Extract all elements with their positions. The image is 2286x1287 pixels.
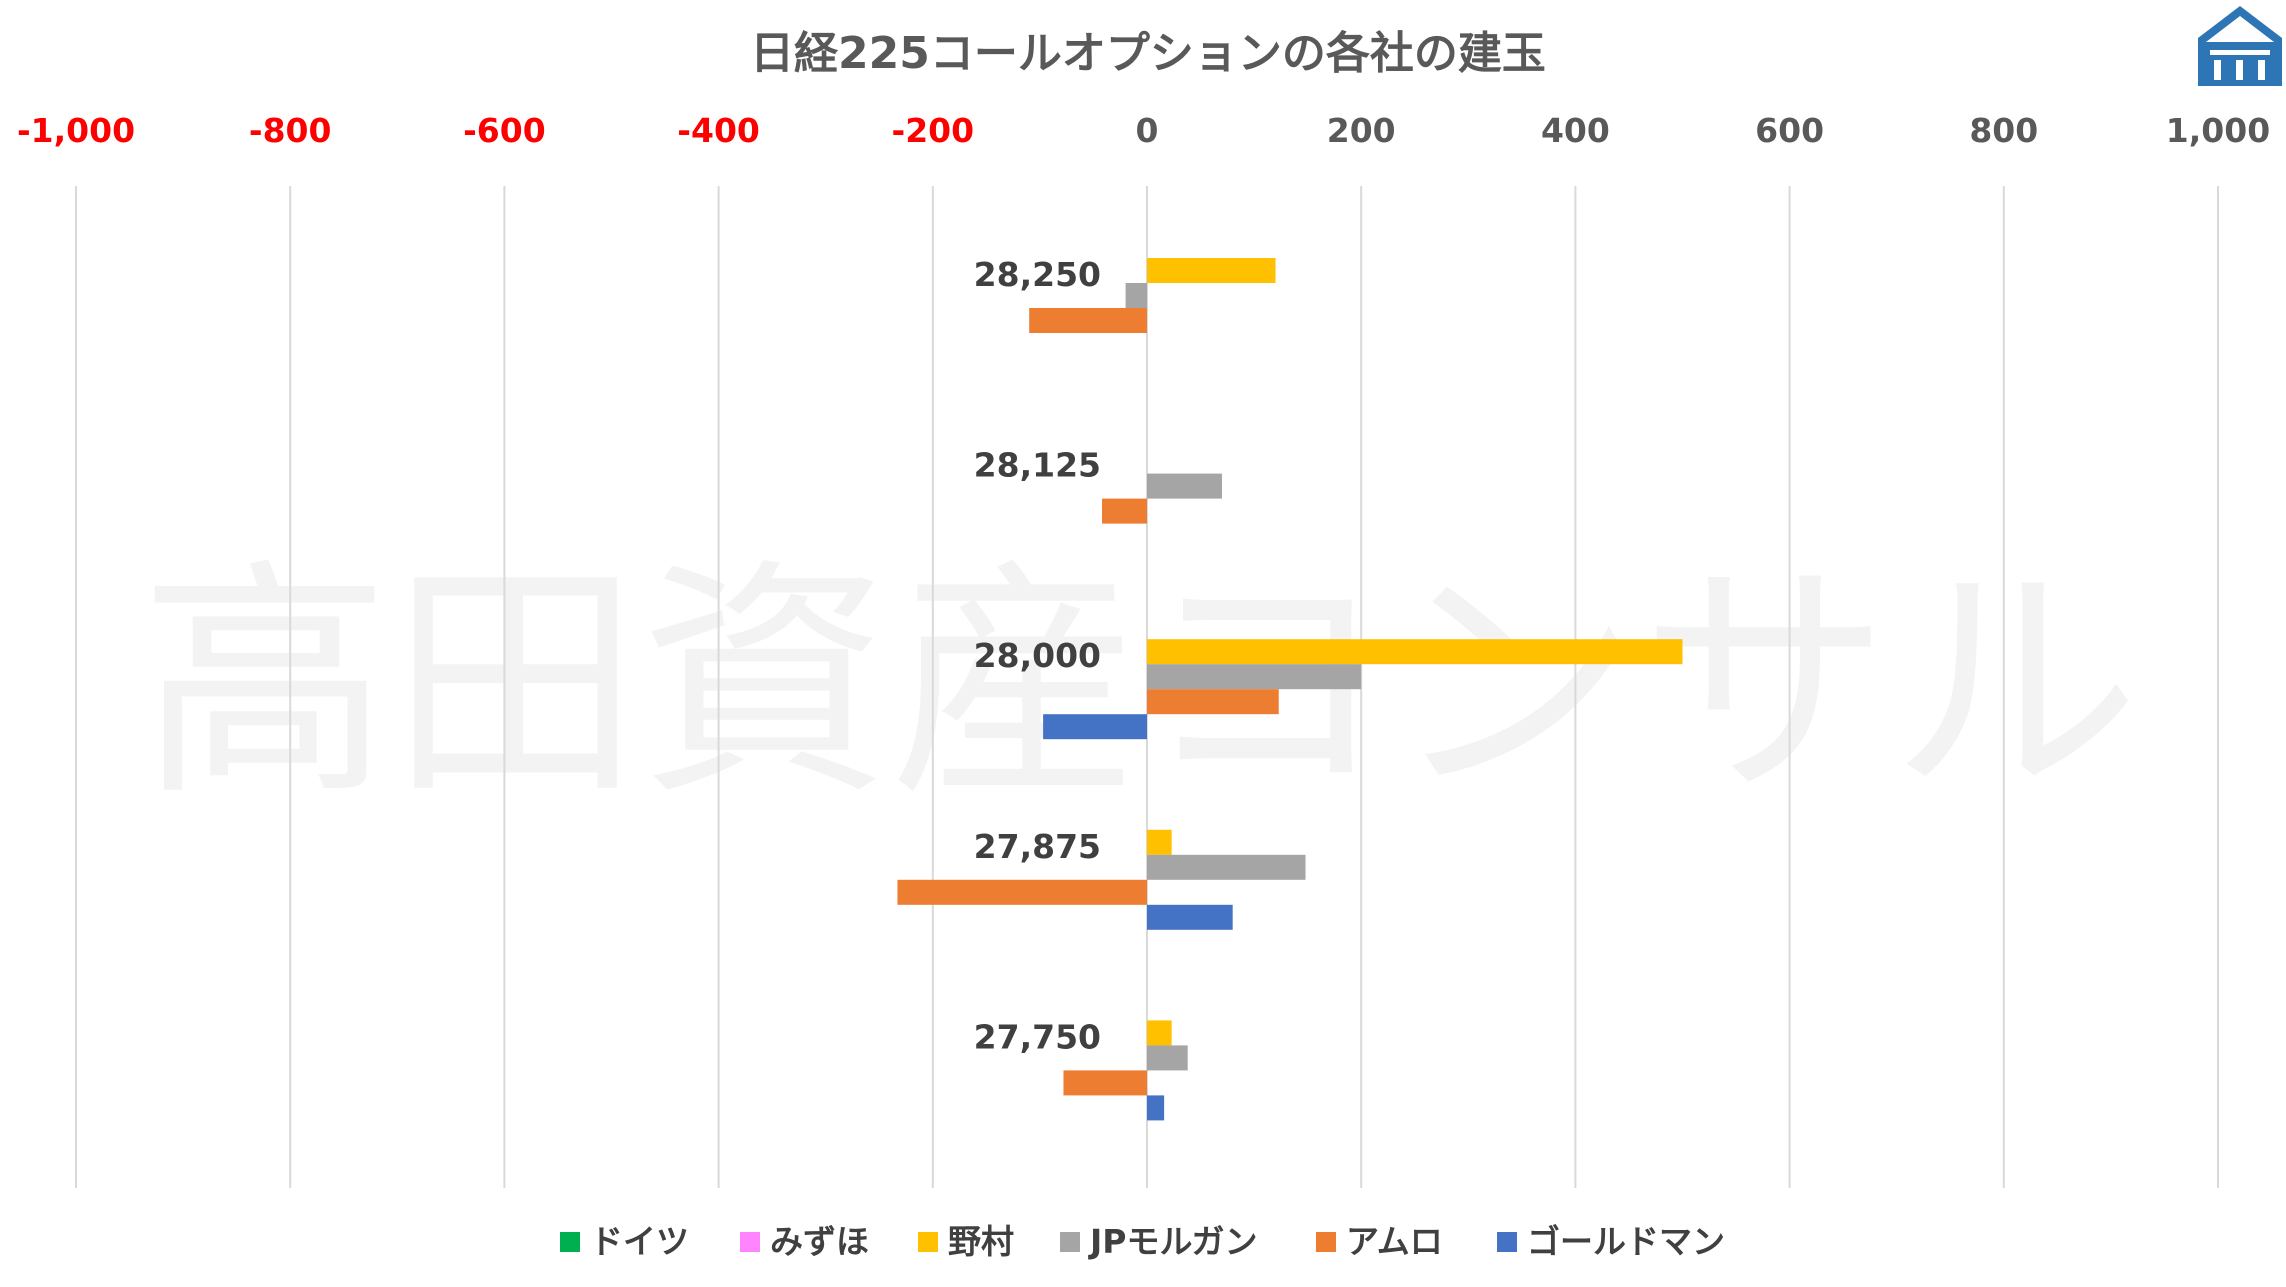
bar-ゴールドマン-28,000 — [1043, 714, 1147, 740]
x-tick-label: 600 — [1755, 111, 1824, 150]
x-tick-label: 400 — [1541, 111, 1610, 150]
legend-label: JPモルガン — [1088, 1222, 1257, 1261]
bar-アムロ-28,250 — [1029, 308, 1147, 333]
bar-野村-27,875 — [1147, 829, 1172, 855]
x-tick-label: 1,000 — [2166, 111, 2270, 150]
bar-JPモルガン-28,000 — [1147, 664, 1362, 690]
legend-swatch — [918, 1232, 938, 1252]
x-tick-label: -600 — [463, 111, 546, 150]
x-tick-label: -1,000 — [17, 111, 135, 150]
bar-野村-28,250 — [1147, 258, 1276, 283]
bar-JPモルガン-28,125 — [1147, 473, 1222, 499]
bars — [897, 258, 1683, 1121]
x-tick-label: 800 — [1969, 111, 2038, 150]
bar-JPモルガン-27,875 — [1147, 854, 1306, 880]
category-label: 28,000 — [974, 636, 1101, 675]
legend-label: ゴールドマン — [1527, 1222, 1725, 1261]
category-label: 28,125 — [974, 446, 1101, 485]
x-tick-label: -400 — [677, 111, 760, 150]
legend: ドイツ みずほ 野村 JPモルガン アムロ ゴールドマン — [560, 1222, 1725, 1261]
bar-アムロ-28,125 — [1102, 498, 1147, 524]
bar-ゴールドマン-27,875 — [1147, 904, 1233, 930]
legend-label: 野村 — [948, 1222, 1014, 1261]
bar-野村-27,750 — [1147, 1020, 1172, 1046]
category-label: 28,250 — [974, 255, 1101, 294]
x-axis-ticks: -1,000 -800 -600 -400 -200 0 200 400 600 800 1,000 — [17, 111, 2270, 150]
category-label: 27,875 — [974, 827, 1101, 866]
x-tick-label: -200 — [892, 111, 975, 150]
legend-label: アムロ — [1346, 1222, 1443, 1261]
x-tick-label: -800 — [249, 111, 332, 150]
category-label: 27,750 — [974, 1017, 1101, 1056]
x-tick-label: 200 — [1327, 111, 1396, 150]
legend-swatch — [560, 1232, 580, 1252]
legend-swatch — [740, 1232, 760, 1252]
legend-swatch — [1060, 1232, 1080, 1252]
watermark: 高田資産コンサル — [140, 538, 2140, 829]
bar-ゴールドマン-27,750 — [1147, 1095, 1165, 1121]
bar-JPモルガン-28,250 — [1125, 283, 1147, 308]
bar-野村-28,000 — [1147, 639, 1683, 665]
bar-JPモルガン-27,750 — [1147, 1045, 1188, 1071]
bar-アムロ-27,750 — [1063, 1070, 1147, 1096]
legend-swatch — [1316, 1232, 1336, 1252]
legend-label: みずほ — [770, 1222, 869, 1261]
house-logo-icon — [2198, 6, 2282, 86]
x-tick-label: 0 — [1136, 111, 1159, 150]
bar-アムロ-27,875 — [897, 879, 1147, 905]
chart-title: 日経225コールオプションの各社の建玉 — [750, 28, 1546, 79]
category-labels: 28,250 28,125 28,000 27,875 27,750 — [974, 255, 1101, 1056]
bar-アムロ-28,000 — [1147, 689, 1279, 715]
legend-swatch — [1497, 1232, 1517, 1252]
legend-label: ドイツ — [590, 1222, 689, 1261]
